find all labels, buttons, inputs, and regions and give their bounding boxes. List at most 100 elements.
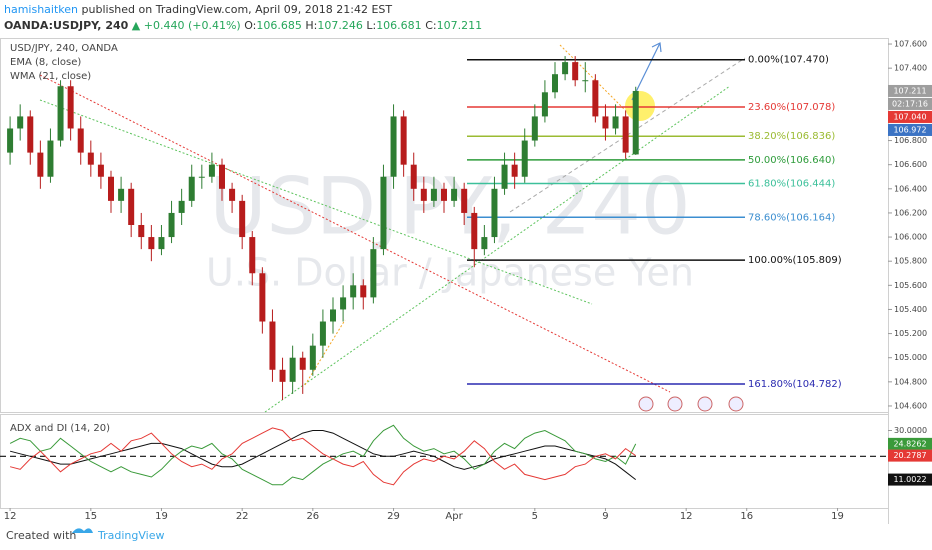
candle-body xyxy=(27,116,34,153)
y-tick-label: 106.000 xyxy=(894,233,927,242)
fib-label: 61.80%(106.444) xyxy=(748,178,835,189)
candle-body xyxy=(541,92,548,117)
x-tick-label: 29 xyxy=(387,511,400,522)
candle-body xyxy=(47,140,54,177)
candle-body xyxy=(592,80,599,117)
footer-created: Created with xyxy=(6,529,76,542)
candle-body xyxy=(531,116,538,141)
x-tick-label: 5 xyxy=(532,511,538,522)
price-badge xyxy=(888,110,932,123)
candle-body xyxy=(37,152,44,177)
event-icon[interactable] xyxy=(667,396,683,412)
candle-body xyxy=(400,116,407,165)
candle-body xyxy=(269,321,276,370)
indicator-label: WMA (21, close) xyxy=(10,71,91,82)
candle-body xyxy=(430,188,437,201)
candle-body xyxy=(471,212,478,250)
c-value: 107.211 xyxy=(436,19,483,32)
y-tick-label: 106.400 xyxy=(894,184,927,193)
x-tick-label: 22 xyxy=(236,511,249,522)
price-badge xyxy=(888,97,932,110)
candle-body xyxy=(461,188,468,213)
header: hamishaitken published on TradingView.co… xyxy=(0,0,932,38)
candle-body xyxy=(451,188,458,201)
candle-body xyxy=(289,357,296,382)
l-value: 106.681 xyxy=(376,19,422,32)
candle-body xyxy=(370,249,377,298)
candle-body xyxy=(420,188,427,201)
y-tick-label: 105.400 xyxy=(894,305,927,314)
candle-body xyxy=(562,62,569,75)
candle-body xyxy=(340,297,347,310)
candle-body xyxy=(582,80,589,82)
h-value: 107.246 xyxy=(317,19,363,32)
candle-body xyxy=(7,128,14,153)
trend-line xyxy=(559,44,626,111)
candle-body xyxy=(491,188,498,238)
candle-body xyxy=(57,86,64,141)
value-badge-label: 11.0022 xyxy=(893,475,926,484)
indicator-label: EMA (8, close) xyxy=(10,57,81,68)
event-icon[interactable] xyxy=(638,396,654,412)
y-tick-label: 105.200 xyxy=(894,329,927,338)
x-tick-label: Apr xyxy=(445,511,463,522)
y-tick-label: 104.600 xyxy=(894,401,927,410)
price-badge xyxy=(888,84,932,97)
fib-label: 38.20%(106.836) xyxy=(748,131,835,142)
x-tick-label: 26 xyxy=(306,511,319,522)
price-badge-label: 107.040 xyxy=(893,112,926,121)
x-tick-label: 19 xyxy=(155,511,168,522)
adx-line xyxy=(9,430,637,480)
author[interactable]: hamishaitken xyxy=(4,3,79,16)
price-badge xyxy=(888,123,932,136)
candle-body xyxy=(481,237,488,250)
footer-brand[interactable]: TradingView xyxy=(97,529,164,542)
candle-body xyxy=(380,176,387,250)
fib-label: 161.80%(104.782) xyxy=(748,379,842,390)
candle-body xyxy=(552,74,558,93)
x-tick-label: 12 xyxy=(680,511,693,522)
candle-body xyxy=(319,321,326,346)
candle-body xyxy=(602,116,609,129)
fib-label: 23.60%(107.078) xyxy=(748,102,835,113)
fib-label: 78.60%(106.164) xyxy=(748,212,835,223)
l-label: L: xyxy=(366,19,377,32)
candle-body xyxy=(441,188,447,201)
logo xyxy=(72,528,93,533)
x-tick-label: 9 xyxy=(602,511,608,522)
candle-body xyxy=(108,176,114,201)
adx-line xyxy=(9,427,636,486)
y-tick-label: 104.800 xyxy=(894,377,927,386)
fib-label: 0.00%(107.470) xyxy=(748,55,829,66)
value-badge-label: 20.2787 xyxy=(893,451,926,460)
candle-body xyxy=(198,176,205,178)
candle-body xyxy=(249,237,256,274)
event-icon[interactable] xyxy=(697,396,713,412)
value-badge xyxy=(888,473,932,486)
candle-body xyxy=(259,273,266,322)
candle-body xyxy=(118,188,125,201)
candle-body xyxy=(622,116,629,153)
candle-body xyxy=(17,116,24,129)
x-tick-label: 16 xyxy=(740,511,753,522)
value-badge xyxy=(888,437,932,450)
o-value: 106.685 xyxy=(256,19,302,32)
candle-body xyxy=(410,164,417,189)
fib-label: 50.00%(106.640) xyxy=(748,155,835,166)
candle-body xyxy=(188,176,195,201)
x-tick-label: 15 xyxy=(84,511,97,522)
candle-body xyxy=(350,285,357,298)
candle-body xyxy=(330,309,336,322)
candle-body xyxy=(279,369,286,382)
change: ▲ +0.440 (+0.41%) xyxy=(131,19,241,32)
y-tick-label: 105.000 xyxy=(894,353,927,362)
value-badge-label: 24.8262 xyxy=(893,439,926,448)
adx-title: ADX and DI (14, 20) xyxy=(10,423,110,434)
price-badge-label: 107.211 xyxy=(893,86,926,95)
event-icon[interactable] xyxy=(728,396,744,412)
highlight xyxy=(625,91,655,121)
price-badge-label: 02:17:16 xyxy=(892,99,928,108)
y-tick-label: 106.600 xyxy=(894,160,927,169)
